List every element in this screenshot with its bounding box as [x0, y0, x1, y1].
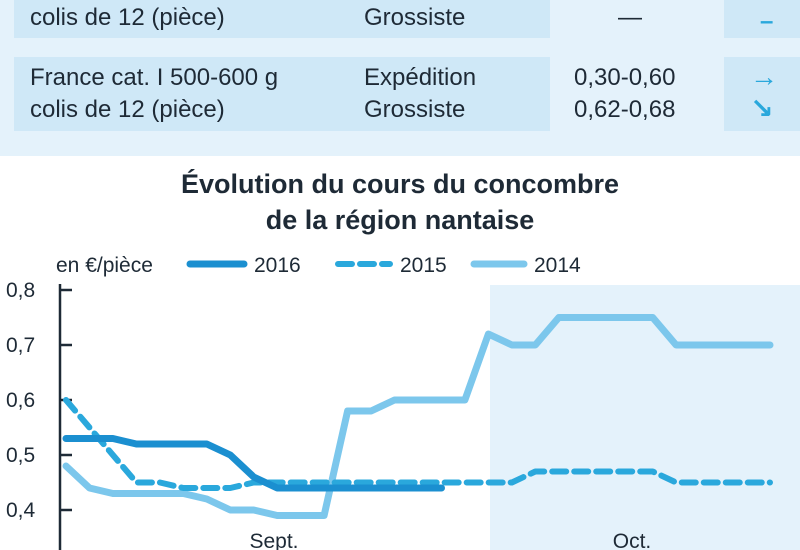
x-period-label: Oct. [613, 530, 652, 550]
price-evolution-chart: Évolution du cours du concombre de la ré… [0, 160, 800, 550]
chart-legend: en €/pièce 2016 2015 2014 [56, 254, 581, 277]
trend-right-arrow-icon: → [750, 61, 778, 92]
legend-label-2015: 2015 [400, 254, 447, 277]
price-value: 0,30-0,60 [574, 64, 676, 91]
unit-label: en €/pièce [56, 254, 153, 277]
price-table: colis de 12 (pièce) Grossiste — – France… [0, 0, 800, 156]
y-tick-label: 0,8 [6, 279, 35, 302]
y-axis: 0,8 0,7 0,6 0,5 0,4 [6, 279, 72, 550]
trend-stable-icon: – [760, 8, 774, 35]
chart-subtitle: de la région nantaise [265, 205, 535, 235]
series-line-2016 [62, 435, 445, 492]
product-label: France cat. I 500-600 g [30, 64, 279, 91]
y-tick-label: 0,5 [6, 444, 35, 467]
y-tick-label: 0,4 [6, 499, 36, 522]
price-column-band [550, 0, 724, 38]
series-line-2014 [62, 314, 774, 519]
product-label: colis de 12 (pièce) [30, 4, 225, 31]
trend-down-arrow-icon: ↘ [750, 93, 774, 124]
legend-label-2014: 2014 [534, 254, 581, 277]
x-period-label: Sept. [249, 530, 298, 550]
y-tick-label: 0,6 [6, 389, 35, 412]
table-row: colis de 12 (pièce) Grossiste — – [14, 0, 800, 38]
stage-label: Grossiste [364, 4, 466, 31]
chart-title: Évolution du cours du concombre [180, 169, 620, 199]
price-value: 0,62-0,68 [574, 96, 676, 123]
stage-label: Expédition [364, 64, 477, 91]
y-tick-label: 0,7 [6, 334, 35, 357]
product-label: colis de 12 (pièce) [30, 96, 225, 123]
stage-label: Grossiste [364, 96, 466, 123]
series-lines [62, 314, 774, 519]
legend-label-2016: 2016 [254, 254, 301, 277]
october-shaded-band [490, 285, 800, 550]
x-axis-labels: Sept. Oct. [249, 530, 651, 550]
line-chart: en €/pièce 2016 2015 2014 0,80,70,60,50,4 … [6, 254, 800, 550]
price-value: — [618, 4, 642, 31]
price-column-band [550, 57, 724, 131]
series-line-2015 [63, 397, 773, 491]
table-row: France cat. I 500-600 g colis de 12 (piè… [14, 57, 800, 131]
